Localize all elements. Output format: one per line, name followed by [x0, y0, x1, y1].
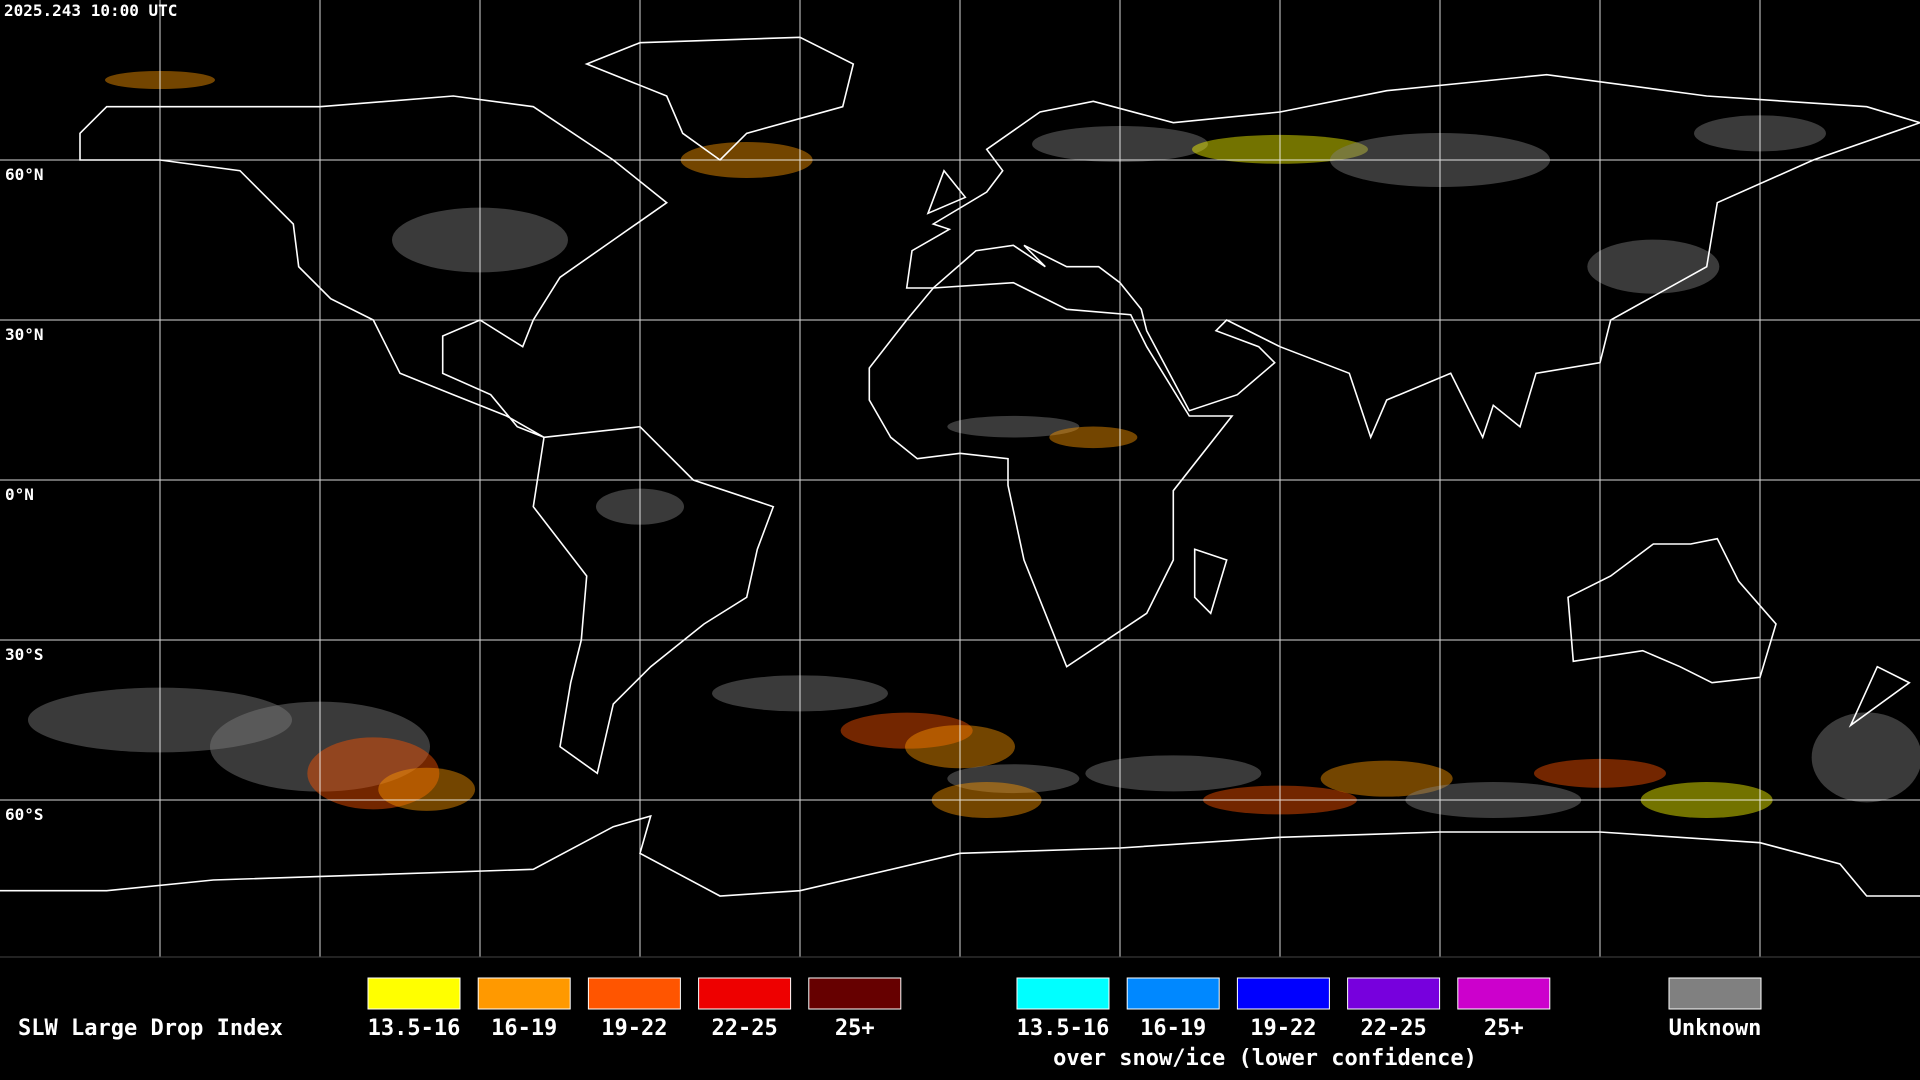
legend-label: 16-19	[491, 1016, 557, 1041]
cloud-patch	[307, 737, 440, 810]
legend-label: 25+	[1484, 1016, 1524, 1041]
cloud-patch	[1085, 755, 1262, 792]
legend-label: 22-25	[711, 1016, 777, 1041]
latitude-label: 30°N	[5, 325, 44, 344]
coastline	[1193, 548, 1228, 615]
cloud-imagery	[28, 71, 1920, 818]
legend-title: SLW Large Drop Index	[18, 1016, 283, 1041]
legend-label: 19-22	[601, 1016, 667, 1041]
legend-label: 25+	[835, 1016, 875, 1041]
cloud-patch	[1320, 760, 1453, 797]
cloud-patch	[1049, 426, 1138, 449]
coastline	[905, 73, 1920, 440]
cloud-patch	[840, 712, 973, 749]
timestamp: 2025.243 10:00 UTC	[4, 1, 177, 20]
cloud-patch	[378, 767, 476, 811]
legend-snow-caption: over snow/ice (lower confidence)	[1053, 1046, 1477, 1071]
coastline	[584, 36, 855, 162]
legend-swatch	[587, 977, 681, 1010]
cloud-patch	[947, 415, 1080, 438]
legend-swatch	[1347, 977, 1441, 1010]
cloud-patch	[1587, 239, 1720, 294]
legend-label: 22-25	[1360, 1016, 1426, 1041]
legend-panel	[0, 957, 1920, 1080]
legend-swatch	[1457, 977, 1551, 1010]
latitude-label: 60°S	[5, 805, 44, 824]
legend-swatch	[1016, 977, 1110, 1010]
latitude-label: 30°S	[5, 645, 44, 664]
legend-swatch	[367, 977, 461, 1010]
coastline	[868, 281, 1234, 668]
legend-swatch	[477, 977, 571, 1010]
legend-label: Unknown	[1669, 1016, 1762, 1041]
cloud-patch	[1811, 712, 1920, 803]
coastline	[1848, 665, 1911, 728]
legend-swatch	[1668, 977, 1762, 1010]
latitude-label: 60°N	[5, 165, 44, 184]
coastline	[926, 169, 967, 215]
legend-swatch	[808, 977, 902, 1010]
coastline	[532, 425, 775, 775]
cloud-patch	[947, 764, 1080, 794]
coastline	[1567, 537, 1777, 684]
latitude-label: 0°N	[5, 485, 34, 504]
legend-swatch	[1126, 977, 1220, 1010]
legend-swatch	[1236, 977, 1330, 1010]
legend-label: 13.5-16	[1017, 1016, 1110, 1041]
legend-swatch	[698, 977, 792, 1010]
graticule	[0, 0, 1920, 957]
legend-label: 13.5-16	[368, 1016, 461, 1041]
legend-label: 19-22	[1250, 1016, 1316, 1041]
legend-label: 16-19	[1140, 1016, 1206, 1041]
coastline	[79, 95, 669, 439]
